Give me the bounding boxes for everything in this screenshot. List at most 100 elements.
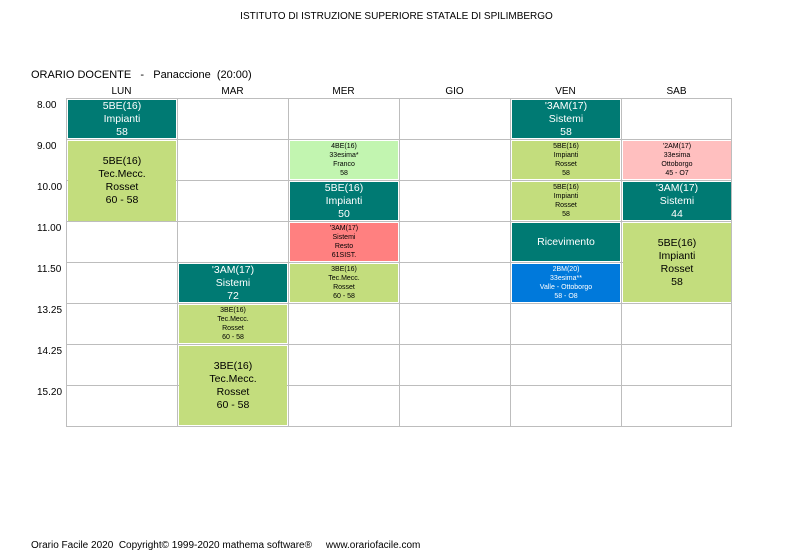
room: 60 - 58 bbox=[216, 398, 250, 411]
lesson-block[interactable]: '2AM(17) 33esima Ottoborgo 45 - O7 bbox=[623, 141, 731, 179]
room: 60 - 58 bbox=[333, 293, 355, 300]
teacher: Rosset bbox=[222, 325, 244, 332]
teacher: Rosset bbox=[105, 181, 139, 193]
room: 60 - 58 bbox=[222, 334, 244, 341]
day-header-gio: GIO bbox=[445, 86, 464, 97]
class-code: 2BM(20) bbox=[552, 266, 580, 273]
teacher: Franco bbox=[333, 161, 355, 168]
room: 58 bbox=[340, 170, 348, 177]
teacher: Rosset bbox=[555, 161, 577, 168]
time-label: 11.50 bbox=[37, 264, 62, 275]
class-code: 3BE(16) bbox=[213, 359, 253, 372]
teacher-header: ORARIO DOCENTE - Panaccione (20:00) bbox=[31, 69, 252, 81]
lesson-block[interactable]: '3AM(17) Sistemi 44 bbox=[623, 182, 731, 220]
lesson-block[interactable]: 5BE(16) Impianti 50 bbox=[290, 182, 398, 220]
class-code: 5BE(16) bbox=[553, 184, 579, 191]
lesson-block[interactable]: '3AM(17) Sistemi 58 bbox=[512, 100, 620, 138]
lesson-block[interactable]: '3AM(17) Sistemi Resto 61SIST. bbox=[290, 223, 398, 261]
lesson-block[interactable]: 5BE(16) Tec.Mecc. Rosset 60 - 58 bbox=[68, 141, 176, 221]
lesson-block[interactable]: '3AM(17) Sistemi 72 bbox=[179, 264, 287, 302]
class-code: 5BE(16) bbox=[553, 143, 579, 150]
lesson-block[interactable]: 5BE(16) Impianti 58 bbox=[68, 100, 176, 138]
reception-block[interactable]: Ricevimento bbox=[512, 223, 620, 261]
room: 58 bbox=[671, 275, 683, 288]
class-code: '2AM(17) bbox=[662, 143, 692, 150]
subject: Impianti bbox=[658, 249, 696, 262]
teacher: Rosset bbox=[555, 202, 577, 209]
room: 58 bbox=[560, 125, 572, 138]
day-header-mer: MER bbox=[332, 86, 355, 97]
grid-line bbox=[66, 385, 732, 386]
room: 58 bbox=[116, 125, 128, 138]
subject: 33esima bbox=[663, 152, 691, 159]
reception-label: Ricevimento bbox=[537, 235, 595, 248]
subject: Sistemi bbox=[659, 194, 695, 207]
class-code: 5BE(16) bbox=[324, 182, 364, 194]
room: 58 - O8 bbox=[554, 293, 578, 300]
day-header-sab: SAB bbox=[666, 86, 687, 97]
class-code: '3AM(17) bbox=[544, 100, 588, 112]
time-label: 11.00 bbox=[37, 223, 62, 234]
room: 45 - O7 bbox=[665, 170, 689, 177]
teacher: Ottoborgo bbox=[661, 161, 693, 168]
room: 58 bbox=[562, 170, 570, 177]
subject: Impianti bbox=[553, 152, 579, 159]
room: 72 bbox=[227, 289, 239, 302]
time-label: 10.00 bbox=[37, 182, 63, 193]
grid-line bbox=[66, 221, 732, 222]
room: 44 bbox=[671, 207, 683, 220]
footer-copyright: Orario Facile 2020 Copyright© 1999-2020 … bbox=[31, 540, 421, 551]
grid-line bbox=[66, 262, 732, 263]
grid-line bbox=[66, 303, 732, 304]
lesson-block[interactable]: 3BE(16) Tec.Mecc. Rosset 60 - 58 bbox=[179, 346, 287, 425]
room: 60 - 58 bbox=[105, 194, 139, 206]
subject: Sistemi bbox=[548, 112, 584, 125]
day-header-ven: VEN bbox=[555, 86, 576, 97]
lesson-block[interactable]: 5BE(16) Impianti Rosset 58 bbox=[512, 141, 620, 179]
room: 50 bbox=[338, 207, 350, 220]
subject: 33esima** bbox=[550, 275, 582, 282]
subject: Tec.Mecc. bbox=[209, 372, 257, 385]
teacher: Rosset bbox=[216, 385, 250, 398]
time-label: 8.00 bbox=[37, 100, 57, 111]
teacher: Valle - Ottoborgo bbox=[539, 284, 593, 291]
day-header-mar: MAR bbox=[221, 86, 244, 97]
class-code: 5BE(16) bbox=[102, 100, 142, 112]
subject: Impianti bbox=[103, 112, 141, 125]
subject: Tec.Mecc. bbox=[328, 275, 360, 282]
lesson-block[interactable]: 3BE(16) Tec.Mecc. Rosset 60 - 58 bbox=[179, 305, 287, 343]
teacher: Rosset bbox=[333, 284, 355, 291]
class-code: '3AM(17) bbox=[329, 225, 359, 232]
class-code: 3BE(16) bbox=[220, 307, 246, 314]
class-code: 5BE(16) bbox=[657, 236, 697, 249]
class-code: 3BE(16) bbox=[331, 266, 357, 273]
grid-line bbox=[66, 344, 732, 345]
time-label: 9.00 bbox=[37, 141, 57, 152]
time-label: 13.25 bbox=[37, 305, 63, 316]
grid-line bbox=[66, 180, 732, 181]
class-code: 4BE(16) bbox=[331, 143, 357, 150]
school-title: ISTITUTO DI ISTRUZIONE SUPERIORE STATALE… bbox=[240, 11, 553, 22]
room: 61SIST. bbox=[331, 252, 357, 259]
subject: Sistemi bbox=[215, 276, 251, 289]
time-label: 14.25 bbox=[37, 346, 63, 357]
teacher: Resto bbox=[334, 243, 354, 250]
class-code: '3AM(17) bbox=[655, 182, 699, 194]
lesson-block[interactable]: 3BE(16) Tec.Mecc. Rosset 60 - 58 bbox=[290, 264, 398, 302]
room: 58 bbox=[562, 211, 570, 218]
subject: Tec.Mecc. bbox=[98, 168, 146, 180]
grid-line bbox=[66, 139, 732, 140]
subject: Impianti bbox=[325, 194, 363, 207]
lesson-block[interactable]: 5BE(16) Impianti Rosset 58 bbox=[623, 223, 731, 302]
class-code: 5BE(16) bbox=[102, 155, 142, 167]
time-label: 15.20 bbox=[37, 387, 63, 398]
subject: Tec.Mecc. bbox=[217, 316, 249, 323]
subject: Sistemi bbox=[332, 234, 356, 241]
teacher: Rosset bbox=[660, 262, 694, 275]
class-code: '3AM(17) bbox=[211, 264, 255, 276]
lesson-block[interactable]: 4BE(16) 33esima* Franco 58 bbox=[290, 141, 398, 179]
day-header-lun: LUN bbox=[111, 86, 132, 97]
lesson-block[interactable]: 5BE(16) Impianti Rosset 58 bbox=[512, 182, 620, 220]
lesson-block[interactable]: 2BM(20) 33esima** Valle - Ottoborgo 58 -… bbox=[512, 264, 620, 302]
subject: 33esima* bbox=[329, 152, 359, 159]
